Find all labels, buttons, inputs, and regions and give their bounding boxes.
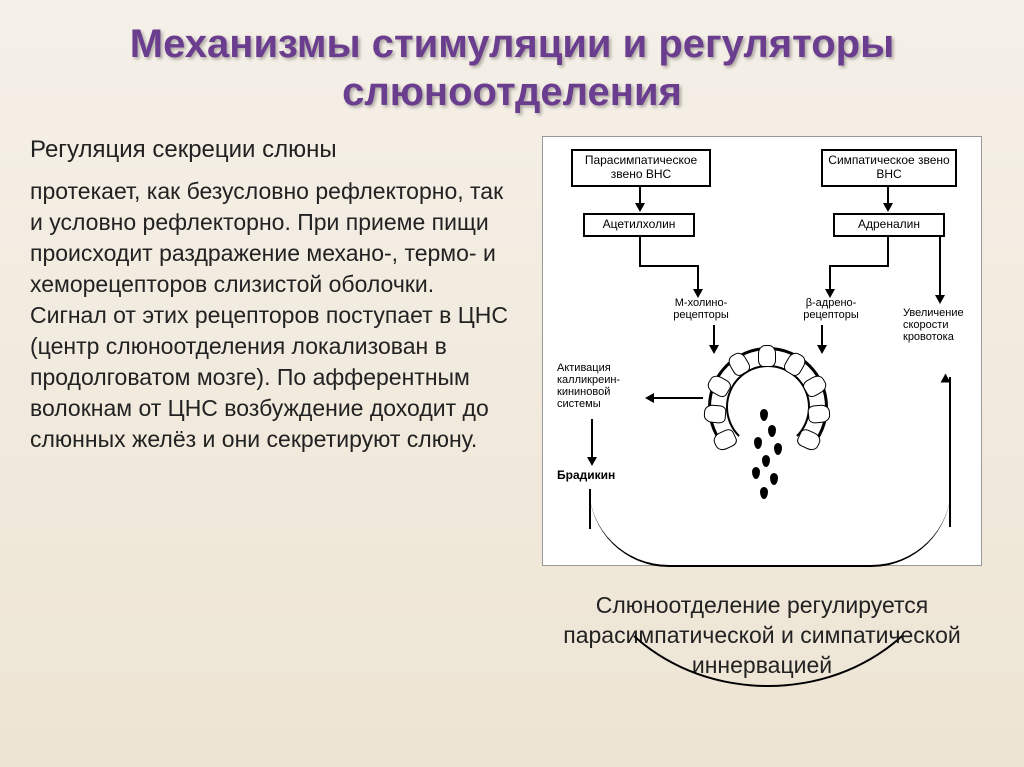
content-area: Регуляция секреции слюны протекает, как … — [0, 126, 1024, 691]
arrow-line — [949, 377, 951, 527]
activation-label: Активация калликреин-кининовой системы — [557, 362, 643, 410]
adrenaline-box: Адреналин — [833, 213, 945, 237]
gland-icon — [708, 347, 828, 467]
arrow-line — [639, 185, 641, 205]
arrow-line — [713, 325, 715, 347]
arrow-head-icon — [645, 393, 654, 403]
parasympathetic-box: Парасимпатическое звено ВНС — [571, 149, 711, 187]
arrow-line — [639, 235, 641, 265]
arrow-line — [697, 265, 699, 291]
acetylcholine-box: Ацетилхолин — [583, 213, 695, 237]
intro-text: Регуляция секреции слюны — [30, 136, 510, 164]
arrow-line — [639, 265, 699, 267]
text-column: Регуляция секреции слюны протекает, как … — [30, 136, 510, 681]
diagram-column: Парасимпатическое звено ВНС Симпатическо… — [530, 136, 994, 681]
arrow-line — [829, 265, 889, 267]
arrow-head-icon — [883, 203, 893, 212]
arrow-line — [887, 185, 889, 205]
arrow-head-icon — [587, 457, 597, 466]
page-title: Механизмы стимуляции и регуляторы слюноо… — [0, 0, 1024, 126]
m-cholino-label: М-холино-рецепторы — [665, 297, 737, 321]
arrow-head-icon — [941, 374, 951, 383]
arrow-line — [887, 235, 889, 265]
bloodflow-label: Увеличение скорости кровотока — [903, 307, 979, 343]
arrow-line — [821, 325, 823, 347]
arrow-head-icon — [935, 295, 945, 304]
arrow-line — [591, 419, 593, 459]
arrow-line — [939, 237, 941, 297]
sympathetic-box: Симпатическое звено ВНС — [821, 149, 957, 187]
bradykinin-label: Брадикин — [557, 469, 637, 482]
body-text: протекает, как безусловно рефлекторно, т… — [30, 176, 510, 455]
arrow-head-icon — [635, 203, 645, 212]
beta-adreno-label: β-адрено-рецепторы — [795, 297, 867, 321]
curve-bottom — [589, 487, 951, 567]
arrow-line — [653, 397, 703, 399]
salivation-diagram: Парасимпатическое звено ВНС Симпатическо… — [542, 136, 982, 566]
arrow-line — [829, 265, 831, 291]
